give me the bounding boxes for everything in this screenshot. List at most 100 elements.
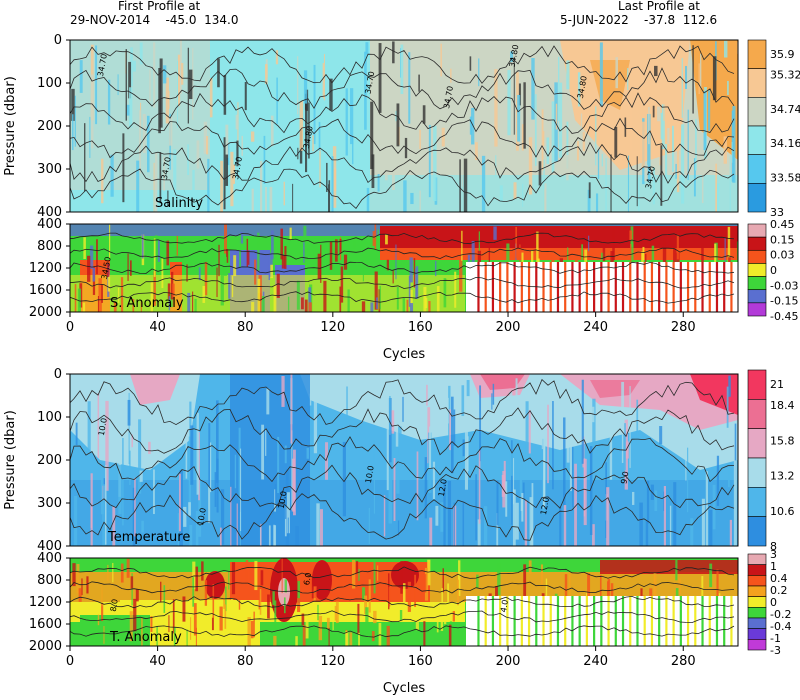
contour-line [70, 117, 735, 159]
data-streak [595, 193, 599, 212]
data-streak [157, 239, 160, 262]
data-streak [163, 65, 167, 84]
data-streak [395, 411, 400, 447]
last-profile-value: 5-JUN-2022 -37.8 112.6 [560, 13, 717, 27]
data-streak [343, 254, 348, 270]
data-streak [451, 396, 454, 474]
colorbar-swatch [747, 596, 767, 608]
data-streak [177, 60, 179, 128]
colorbar-label: 35.32 [770, 68, 800, 81]
data-streak [583, 458, 587, 526]
data-streak [430, 48, 434, 91]
data-streak [630, 243, 632, 262]
temperature-anomaly-xlabel: Cycles [383, 681, 426, 696]
data-streak [555, 103, 558, 130]
data-streak [86, 576, 89, 594]
data-streak [436, 286, 440, 312]
contour-line [70, 67, 735, 110]
data-streak [72, 114, 74, 151]
y-tick-label: 1200 [29, 595, 62, 610]
profile-bar [730, 596, 733, 646]
data-streak [287, 517, 289, 546]
y-tick-label: 2000 [29, 639, 62, 654]
data-streak [265, 428, 267, 456]
colorbar-swatch [747, 564, 767, 576]
data-streak [597, 149, 600, 179]
data-streak [202, 285, 206, 303]
data-streak [732, 106, 736, 183]
data-streak [424, 567, 429, 601]
data-streak [149, 69, 151, 102]
salinity-panel: Salinity 0 100 200 300 400 34.70 34.70 34.70 34… [37, 33, 739, 220]
data-streak [132, 487, 136, 546]
data-streak [334, 239, 338, 262]
colorbar-label: 33 [770, 206, 784, 219]
last-profile-label: Last Profile at [618, 0, 700, 13]
data-streak [552, 401, 554, 490]
data-streak [295, 636, 298, 646]
data-streak [71, 88, 75, 121]
data-streak [365, 42, 369, 55]
colorbar-swatch [747, 487, 767, 517]
data-streak [419, 129, 421, 149]
data-streak [325, 442, 329, 480]
data-streak [534, 94, 537, 166]
data-streak [271, 230, 274, 260]
data-streak [408, 275, 411, 307]
data-streak [361, 301, 366, 312]
data-streak [185, 396, 188, 479]
data-streak [709, 563, 713, 588]
data-streak [543, 159, 545, 212]
colorbar-swatch [747, 428, 767, 459]
data-streak [630, 242, 634, 269]
data-streak [203, 121, 208, 154]
colorbar-label: 1 [770, 560, 777, 573]
data-streak [693, 158, 696, 197]
data-streak [607, 578, 611, 596]
data-streak [132, 631, 135, 646]
data-streak [220, 160, 224, 212]
data-streak [515, 502, 519, 540]
contour-line [70, 407, 735, 456]
data-streak [513, 458, 515, 505]
data-streak [216, 267, 218, 298]
profile-bar [513, 262, 516, 312]
data-streak [546, 137, 550, 165]
data-streak [301, 297, 304, 310]
data-streak [440, 43, 442, 77]
data-streak [233, 255, 237, 277]
data-streak [664, 144, 668, 180]
data-streak [476, 574, 479, 588]
data-streak [225, 124, 229, 158]
contour-line [70, 141, 735, 184]
data-streak [418, 74, 420, 92]
data-streak [235, 114, 239, 130]
data-streak [166, 240, 170, 266]
data-streak [736, 241, 738, 264]
data-streak [471, 108, 475, 145]
data-streak [569, 574, 571, 600]
profile-bar [621, 262, 625, 312]
data-streak [493, 226, 497, 240]
data-streak [230, 486, 232, 546]
data-streak [627, 155, 630, 212]
data-streak [264, 64, 268, 84]
data-streak [523, 564, 527, 596]
data-streak [358, 632, 360, 646]
data-streak [122, 133, 125, 203]
data-streak [383, 573, 386, 591]
data-streak [83, 237, 86, 260]
data-streak [259, 40, 262, 82]
data-streak [179, 470, 183, 546]
data-streak [453, 502, 455, 546]
data-streak [237, 160, 240, 189]
data-streak [313, 64, 316, 145]
temperature-anomaly-panel: T. Anomaly 400 800 1200 1600 2000 0 40 80 120 16… [29, 551, 739, 696]
colorbar-swatch [747, 223, 767, 238]
data-streak [125, 49, 127, 121]
colorbar-label: 18.4 [770, 399, 795, 412]
data-streak [574, 463, 577, 546]
profile-bar [607, 596, 610, 646]
salinity-panel-title: Salinity [155, 196, 203, 211]
y-tick-label: 200 [37, 453, 62, 468]
